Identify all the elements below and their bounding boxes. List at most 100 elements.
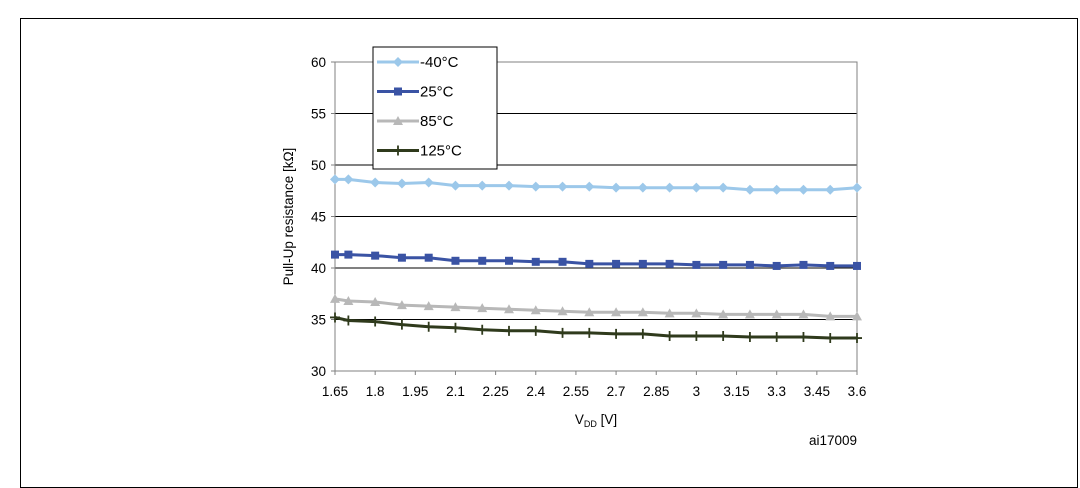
data-point-1-1 [344,250,353,259]
data-point-2-12 [637,307,648,317]
data-point-3-11 [611,328,622,339]
data-point-0-2 [370,177,381,188]
legend-label-0: -40°C [420,54,459,71]
y-axis-ticks: 30 35 40 45 50 55 60 [311,55,335,379]
data-point-1-18 [799,260,808,269]
data-point-0-11 [611,182,622,193]
data-point-1-8 [531,257,540,266]
data-point-0-8 [530,181,541,192]
data-point-2-2 [370,296,381,306]
data-point-3-14 [691,330,702,341]
data-point-3-13 [664,330,675,341]
y-tick-label-45: 45 [311,210,326,225]
data-point-2-3 [396,300,407,310]
data-point-0-14 [691,182,702,193]
data-point-2-10 [584,307,595,317]
x-tick-label-3.6: 3.6 [848,384,867,399]
x-tick-label-1.8: 1.8 [366,384,385,399]
series-layer [330,174,862,344]
data-point-2-5 [450,302,461,312]
x-tick-label-2.55: 2.55 [563,384,589,399]
data-point-1-3 [397,253,406,262]
data-point-2-20 [852,311,862,321]
data-point-0-15 [718,182,729,193]
data-point-1-5 [451,256,460,265]
data-point-2-9 [557,306,568,316]
legend-label-3: 125°C [420,143,462,160]
data-point-0-0 [330,174,340,185]
x-tick-label-3.3: 3.3 [767,384,786,399]
data-point-0-1 [343,174,354,185]
data-point-2-4 [423,301,434,311]
data-point-3-2 [370,316,381,327]
data-point-3-20 [852,333,862,344]
data-point-1-17 [772,261,781,270]
data-point-0-18 [798,184,809,195]
data-point-1-0 [331,250,339,259]
data-point-2-14 [691,308,702,318]
data-point-3-0 [330,312,340,323]
x-tick-label-3: 3 [693,384,701,399]
data-point-0-10 [584,181,595,192]
data-point-1-10 [585,259,594,268]
data-point-3-4 [423,321,434,332]
data-point-1-9 [558,257,567,266]
x-axis-ticks: 1.65 1.8 1.95 2.1 2.25 2.4 2.55 2.7 2.85 3 3.15 3.3… [322,371,867,399]
series-3 [330,312,862,344]
data-point-0-4 [423,177,434,188]
data-point-0-17 [771,184,782,195]
data-point-1-2 [371,251,380,260]
data-point-3-7 [504,325,514,336]
data-point-1-12 [638,259,647,268]
y-tick-label-35: 35 [311,313,326,328]
pull-up-resistance-chart: 30 35 40 45 50 55 60 1.65 1.8 1.95 2.1 2.25 2.4 2.55… [281,46,867,448]
series-2 [330,293,862,321]
data-point-0-16 [744,184,755,195]
legend-marker-2 [393,116,403,125]
x-tick-label-3.45: 3.45 [804,384,830,399]
data-point-1-11 [612,259,621,268]
x-axis-label-subscript: DD [584,419,597,429]
series-line-3 [334,315,857,340]
legend-marker-0 [393,57,403,67]
y-tick-label-50: 50 [311,158,326,173]
data-point-2-11 [611,307,622,317]
data-point-2-1 [343,295,354,305]
data-point-1-20 [853,261,861,270]
y-tick-label-55: 55 [311,107,326,122]
data-point-3-9 [557,327,568,338]
x-axis-label: VDD [V] [575,412,617,429]
data-point-3-6 [477,324,488,335]
data-point-3-10 [584,327,595,338]
data-point-2-6 [477,303,488,313]
figure-frame [20,18,1078,488]
data-point-0-20 [852,182,862,193]
x-tick-label-2.7: 2.7 [607,384,626,399]
data-point-3-15 [718,330,729,341]
data-point-0-13 [664,182,675,193]
data-point-2-7 [504,304,514,314]
y-tick-label-60: 60 [311,55,326,70]
data-point-3-17 [771,332,782,343]
data-point-0-6 [477,180,488,191]
x-tick-label-2.1: 2.1 [446,384,465,399]
series-1 [331,250,861,270]
data-point-1-16 [745,260,754,269]
figure-id: ai17009 [809,433,857,448]
data-point-1-14 [692,260,701,269]
data-point-1-4 [424,253,433,262]
data-point-1-19 [826,261,835,270]
legend-label-1: 25°C [420,84,454,101]
x-tick-label-2.4: 2.4 [526,384,545,399]
data-point-1-13 [665,259,674,268]
data-point-0-3 [396,178,407,189]
data-point-2-18 [798,309,809,319]
data-point-3-18 [798,332,809,343]
x-axis-label-main: V [575,412,584,427]
series-0 [330,174,862,195]
data-point-2-17 [771,309,782,319]
data-point-1-7 [505,256,513,265]
data-point-3-19 [825,333,836,344]
x-tick-label-3.15: 3.15 [723,384,749,399]
y-tick-label-30: 30 [311,364,326,379]
